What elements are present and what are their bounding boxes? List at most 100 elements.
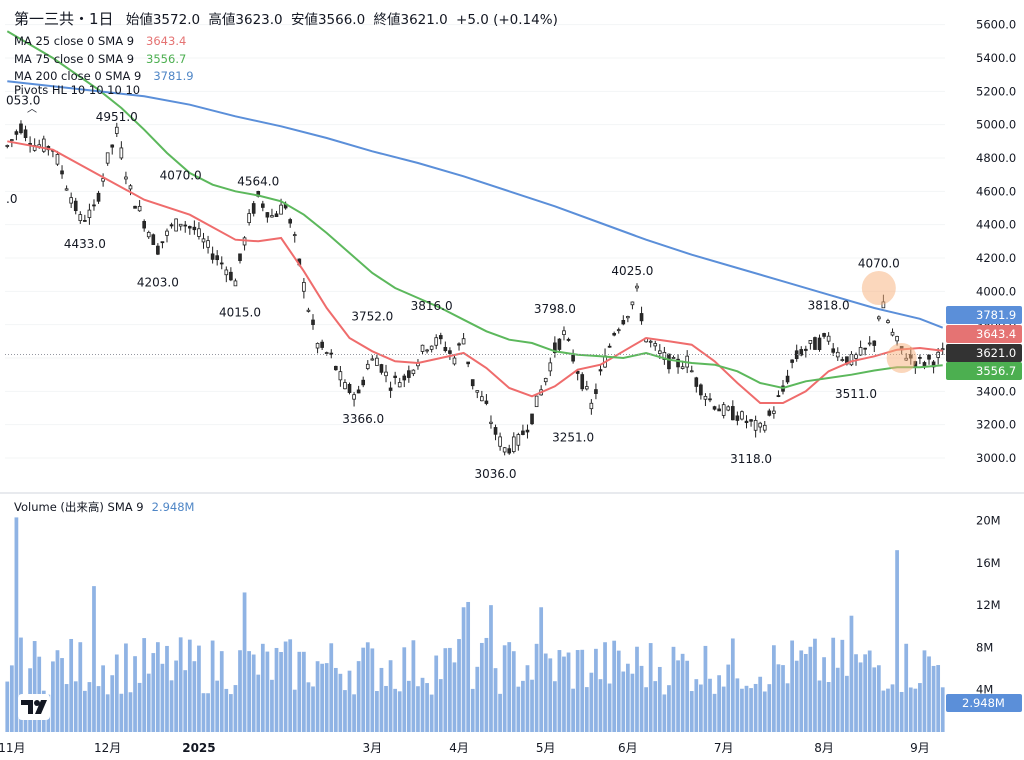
tradingview-logo-icon[interactable] (18, 694, 50, 720)
volume-bar (936, 665, 941, 732)
candle-body (365, 363, 370, 369)
volume-legend-value: 2.948M (151, 500, 195, 514)
volume-bar (292, 689, 297, 732)
candle-body (292, 234, 297, 237)
candle-body (580, 374, 585, 390)
candle-body (863, 347, 867, 350)
volume-bar (753, 683, 758, 732)
ma200-legend[interactable]: MA 200 close 0 SMA 9 3781.9 (14, 69, 194, 83)
candle-body (470, 379, 475, 387)
candle (151, 233, 156, 245)
volume-bar (375, 691, 379, 732)
volume-bar (311, 686, 315, 732)
candle-body (101, 178, 105, 182)
volume-legend[interactable]: Volume (出来高) SMA 9 2.948M (14, 499, 194, 515)
volume-bar (461, 607, 466, 732)
candle-body (137, 205, 142, 212)
volume-bar (845, 675, 849, 732)
ma75-legend[interactable]: MA 75 close 0 SMA 9 3556.7 (14, 52, 186, 66)
volume-bar (730, 638, 735, 732)
volume-bar (96, 686, 101, 732)
price-tick-label: 4000.0 (976, 284, 1016, 298)
candle (219, 256, 224, 270)
candle-body (749, 419, 753, 422)
volume-bar (137, 682, 142, 732)
volume-bar (73, 681, 78, 732)
candle-body (274, 213, 279, 217)
candle-body (73, 200, 78, 212)
candle (562, 326, 566, 341)
candle (475, 390, 480, 399)
symbol-title[interactable]: 第一三共・1日 (14, 10, 114, 28)
price-tick-label: 3000.0 (976, 451, 1016, 465)
price-tick-label: 4200.0 (976, 251, 1016, 265)
candle (238, 253, 242, 264)
volume-bar (260, 643, 265, 732)
pivot-label: 4025.0 (611, 264, 653, 278)
candle (142, 219, 146, 232)
candle-body (60, 170, 64, 175)
candle-body (87, 209, 92, 218)
volume-bar (201, 693, 206, 732)
time-tick-label: 6月 (618, 741, 638, 755)
candle-body (726, 406, 731, 411)
volume-bar (192, 661, 197, 732)
candle-body (653, 343, 658, 347)
candle-body (379, 364, 384, 373)
volume-bar (397, 691, 402, 732)
volume-bar (895, 550, 899, 732)
chevron-up-icon[interactable]: ︿ (27, 104, 37, 115)
candle-body (288, 219, 293, 224)
volume-bar (908, 687, 913, 732)
candle-body (466, 361, 470, 365)
candle (425, 348, 429, 354)
open-label: 始値 (125, 12, 153, 28)
volume-bar (475, 666, 480, 732)
candle (507, 444, 512, 455)
candle-body (530, 413, 534, 425)
ma-line-ma75 (6, 30, 943, 390)
candle (270, 208, 274, 218)
pivots-legend[interactable]: Pivots HL 10 10 10 10 (14, 83, 140, 97)
candle (19, 120, 23, 135)
candle-body (206, 240, 210, 248)
candle (64, 185, 69, 191)
price-tick-label: 3200.0 (976, 418, 1016, 432)
volume-tick-label: 4M (976, 683, 993, 697)
volume-bar (14, 517, 19, 732)
volume-bar (890, 684, 895, 732)
candle-body (5, 145, 10, 147)
candle-body (699, 384, 703, 396)
candle (717, 404, 721, 412)
candle-body (480, 396, 484, 402)
volume-bar (676, 660, 680, 732)
volume-bar (790, 640, 795, 732)
volume-bar (548, 658, 553, 732)
candle-body (156, 245, 160, 255)
volume-bar (343, 690, 347, 732)
candle (758, 421, 763, 433)
candle (407, 365, 411, 383)
candle-body (210, 253, 215, 260)
volume-bar (110, 675, 115, 732)
volume-bar (772, 645, 776, 732)
volume-bar (826, 682, 831, 732)
volume-bar (671, 646, 676, 732)
price-badge: 3621.0 (946, 344, 1022, 362)
volume-bar (238, 650, 242, 732)
candle-body (183, 224, 188, 227)
volume-bar (922, 650, 927, 732)
candle-body (192, 226, 197, 231)
candle-body (270, 215, 274, 218)
volume-bar (621, 671, 626, 732)
candle (626, 315, 630, 323)
ma25-legend[interactable]: MA 25 close 0 SMA 9 3643.4 (14, 34, 186, 48)
volume-axis: 20M 16M 12M 8M 4M (976, 514, 1001, 697)
candle (863, 347, 867, 356)
candle-body (840, 359, 845, 361)
candle (521, 424, 525, 436)
candle-body (872, 340, 877, 346)
ohlc-header: 第一三共・1日 始値3572.0 高値3623.0 安値3566.0 終値362… (14, 8, 558, 29)
candle-body (543, 377, 548, 383)
